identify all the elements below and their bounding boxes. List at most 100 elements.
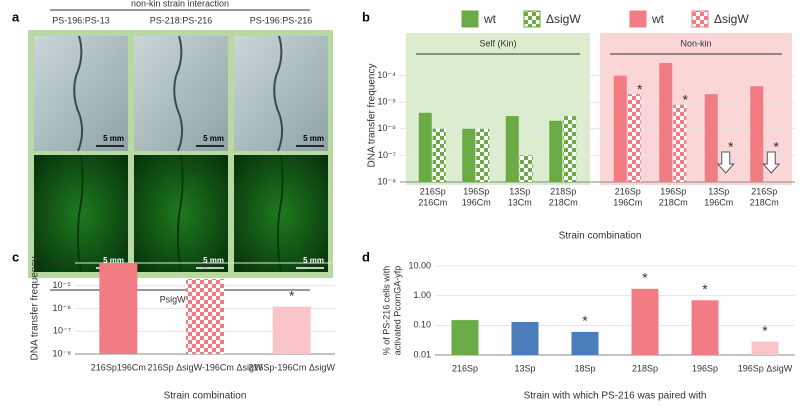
column-label: PS-196:PS-13: [52, 15, 110, 25]
x-tick-label: 216Sp: [452, 363, 478, 373]
y-tick-label: 10⁻⁸: [377, 176, 396, 186]
bar: [418, 112, 432, 182]
scale-bar-label: 5 mm: [203, 134, 224, 143]
bar: [99, 263, 138, 354]
bar: [673, 104, 687, 182]
scale-bar-label: 5 mm: [103, 256, 124, 265]
significance-marker: *: [702, 281, 708, 297]
x-tick-label: 13Cm: [508, 197, 532, 207]
legend-label: wt: [483, 12, 497, 26]
bar: [613, 75, 627, 182]
bar: [432, 128, 446, 182]
group-label: Self (Kin): [479, 38, 516, 48]
significance-marker: *: [683, 91, 689, 107]
colony-boundary: [73, 35, 84, 152]
y-axis-label: DNA transfer frequency: [367, 64, 378, 168]
significance-marker: *: [642, 270, 648, 286]
y-axis-label: % of PS-216 cells with: [381, 266, 391, 356]
x-tick-label: 196Cm: [462, 197, 491, 207]
x-axis-label: Strain with which PS-216 was paired with: [524, 391, 707, 402]
significance-marker: *: [637, 81, 643, 97]
y-tick-label: 10⁻⁶: [53, 303, 72, 313]
fluorescence-image: [234, 155, 328, 272]
colony-boundary: [176, 154, 184, 273]
y-tick-label: 0.01: [413, 349, 431, 359]
bar: [571, 331, 599, 355]
colony-boundary: [276, 154, 284, 273]
x-tick-label: 196Sp: [692, 363, 718, 373]
below-detection-arrow: [762, 151, 781, 174]
x-tick-label: 218Sp: [632, 363, 658, 373]
fluorescence-image: [34, 155, 128, 272]
x-tick-label: 13Sp: [509, 186, 530, 196]
y-axis-label: DNA transfer frequency: [30, 257, 41, 361]
x-axis-label: Strain combination: [559, 231, 642, 242]
bar: [751, 341, 779, 355]
y-tick-label: 10⁻⁴: [52, 257, 71, 267]
y-tick-label: 10⁻⁴: [377, 70, 396, 80]
x-tick-label: 196Cm: [704, 197, 733, 207]
bar: [451, 320, 479, 355]
bar: [272, 306, 311, 354]
x-tick-label: 216Sp: [420, 186, 446, 196]
y-tick-label: 10⁻⁵: [53, 280, 72, 290]
y-tick-label: 0.10: [413, 320, 431, 330]
x-tick-label: 196Cm: [613, 197, 642, 207]
x-tick-label: 216Cm: [418, 197, 447, 207]
y-tick-label: 10⁻⁸: [52, 348, 71, 358]
significance-marker: *: [289, 287, 295, 303]
significance-marker: *: [762, 322, 768, 338]
panel-a-footer: PsigW-yfp: [160, 294, 201, 304]
bar: [659, 62, 673, 183]
bar: [462, 128, 476, 182]
x-tick-label: 196Sp ΔsigW: [738, 363, 793, 373]
y-tick-label: 1.00: [413, 290, 431, 300]
legend-swatch: [629, 10, 647, 28]
significance-marker: *: [728, 139, 734, 155]
bar: [750, 86, 764, 182]
scale-bar-label: 5 mm: [103, 134, 124, 143]
legend-label: ΔsigW: [546, 12, 581, 26]
group-label: Non-kin: [680, 38, 711, 48]
fluorescence-image: [134, 155, 228, 272]
y-tick-label: 10⁻⁷: [53, 326, 71, 336]
significance-marker: *: [202, 260, 208, 276]
panel-label: d: [362, 249, 370, 264]
x-tick-label: 216Sp ΔsigW-196Cm ΔsigW: [148, 362, 263, 372]
scale-bar-label: 5 mm: [203, 256, 224, 265]
panel-label: c: [12, 249, 19, 264]
panel-a-title: non-kin strain interaction: [131, 0, 229, 8]
x-tick-label: 13Sp: [708, 186, 729, 196]
y-tick-label: 10⁻⁷: [378, 150, 396, 160]
x-tick-label: 216Sp-196Cm ΔsigW: [248, 362, 335, 372]
y-tick-label: 10⁻⁶: [378, 123, 397, 133]
bar: [631, 288, 659, 355]
column-label: PS-218:PS-216: [150, 15, 213, 25]
x-tick-label: 18Sp: [574, 363, 595, 373]
bar: [519, 155, 533, 182]
x-tick-label: 13Sp: [514, 363, 535, 373]
scale-bar-label: 5 mm: [303, 256, 324, 265]
bar: [505, 116, 519, 182]
x-tick-label: 216Sp196Cm: [91, 362, 146, 372]
colony-boundary: [76, 154, 84, 273]
significance-marker: *: [582, 313, 588, 329]
bar: [476, 128, 490, 182]
x-tick-label: 196Sp: [660, 186, 686, 196]
x-tick-label: 196Sp: [463, 186, 489, 196]
below-detection-arrow: [716, 151, 735, 174]
x-axis-label: Strain combination: [164, 391, 247, 402]
y-tick-label: 10.00: [408, 260, 431, 270]
legend-swatch: [523, 10, 541, 28]
x-tick-label: 216Sp: [751, 186, 777, 196]
y-tick-label: 10⁻⁵: [378, 97, 397, 107]
bar: [704, 94, 718, 182]
y-axis-label: activated PcomGA-yfp: [392, 266, 402, 356]
bar: [186, 278, 224, 354]
bar: [563, 116, 577, 182]
panel-label: a: [12, 9, 20, 24]
bar: [511, 321, 539, 355]
scale-bar-label: 5 mm: [303, 134, 324, 143]
bar: [691, 300, 719, 355]
